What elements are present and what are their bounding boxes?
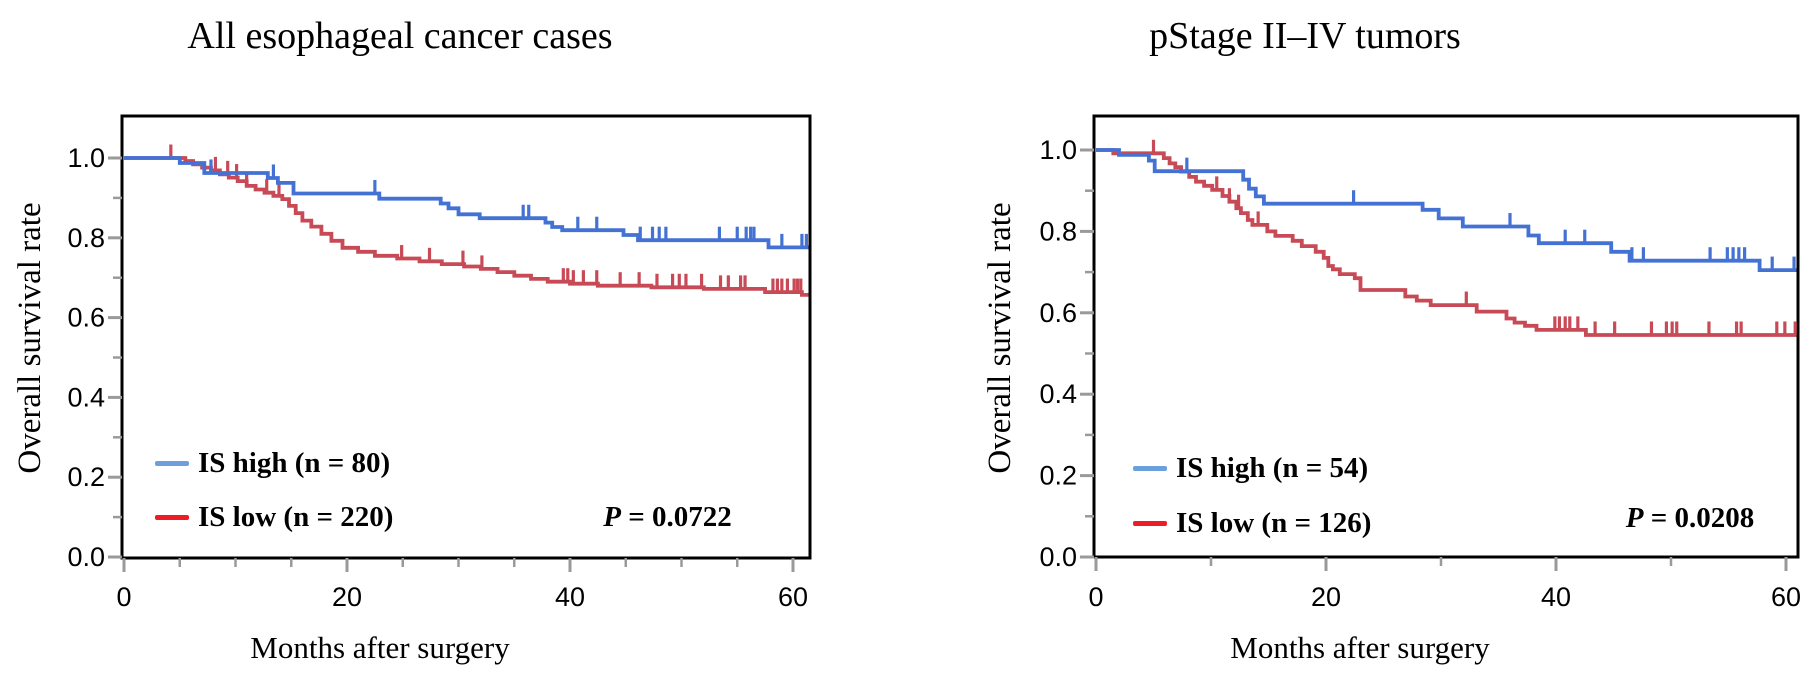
x-tick-label: 20 <box>332 582 362 612</box>
x-tick-label: 60 <box>1771 582 1801 612</box>
y-tick-label: 0.8 <box>67 223 105 253</box>
y-tick-label: 0.4 <box>1039 379 1077 409</box>
chart-title-right: pStage II–IV tumors <box>1149 15 1461 57</box>
y-tick-label: 0.6 <box>1039 298 1077 328</box>
survival-step-path <box>1096 148 1797 337</box>
x-tick-label: 0 <box>1088 582 1103 612</box>
p-number-right: = 0.0208 <box>1643 502 1755 534</box>
legend-swatch-is-low-left <box>155 515 189 520</box>
plot-frame <box>120 114 812 560</box>
y-tick-label: 0.6 <box>67 303 105 333</box>
survival-step-path <box>1096 148 1797 272</box>
x-tick-label: 60 <box>778 582 808 612</box>
y-tick-label: 0.4 <box>67 382 105 412</box>
legend-label-is-low-right: IS low (n = 126) <box>1176 507 1372 539</box>
x-tick-label: 0 <box>116 582 131 612</box>
km-curve-is-high <box>1096 148 1797 272</box>
plot-frame <box>1092 114 1800 559</box>
p-symbol-right: P <box>1625 502 1644 534</box>
axis-ticks: 0 20 40 60 0.0 0.2 0.4 0.6 0.8 1.0 <box>1039 135 1801 612</box>
y-tick-label: 0.2 <box>67 462 105 492</box>
survival-step-path <box>124 156 809 250</box>
x-tick-label: 20 <box>1311 582 1341 612</box>
x-axis-label-right: Months after surgery <box>1230 630 1490 665</box>
km-curve-is-high <box>124 156 809 250</box>
y-tick-label: 1.0 <box>67 143 105 173</box>
y-tick-label: 0.8 <box>1039 216 1077 246</box>
y-axis-label-right: Overall survival rate <box>982 202 1018 474</box>
legend-label-is-high-left: IS high (n = 80) <box>198 447 391 479</box>
y-tick-label: 0.0 <box>1039 542 1077 572</box>
y-tick-label: 0.2 <box>1039 461 1077 491</box>
legend-label-is-high-right: IS high (n = 54) <box>1176 452 1369 484</box>
p-value-left: P = 0.0722 <box>560 501 775 534</box>
legend-swatch-is-high-right <box>1133 466 1167 471</box>
x-tick-label: 40 <box>555 582 585 612</box>
y-tick-label: 0.0 <box>67 542 105 572</box>
legend-swatch-is-low-right <box>1133 521 1167 526</box>
x-tick-label: 40 <box>1541 582 1571 612</box>
chart-title-left: All esophageal cancer cases <box>187 15 613 57</box>
axis-ticks: 0 20 40 60 0.0 0.2 0.4 0.6 0.8 1.0 <box>67 143 808 612</box>
survival-step-path <box>124 156 809 297</box>
p-symbol-left: P <box>603 501 621 533</box>
km-panel-right: 0 20 40 60 0.0 0.2 0.4 0.6 0.8 1.0 <box>1039 114 1801 612</box>
p-value-right: P = 0.0208 <box>1600 502 1780 535</box>
y-tick-label: 1.0 <box>1039 135 1077 165</box>
y-axis-label-left: Overall survival rate <box>12 202 48 474</box>
legend-swatch-is-high-left <box>155 461 189 466</box>
p-number-left: = 0.0722 <box>620 501 732 533</box>
km-curve-is-low <box>1096 139 1797 337</box>
legend-label-is-low-left: IS low (n = 220) <box>198 501 394 533</box>
km-panel-left: 0 20 40 60 0.0 0.2 0.4 0.6 0.8 1.0 <box>67 114 812 612</box>
x-axis-label-left: Months after surgery <box>250 630 510 665</box>
km-curve-is-low <box>124 144 809 297</box>
